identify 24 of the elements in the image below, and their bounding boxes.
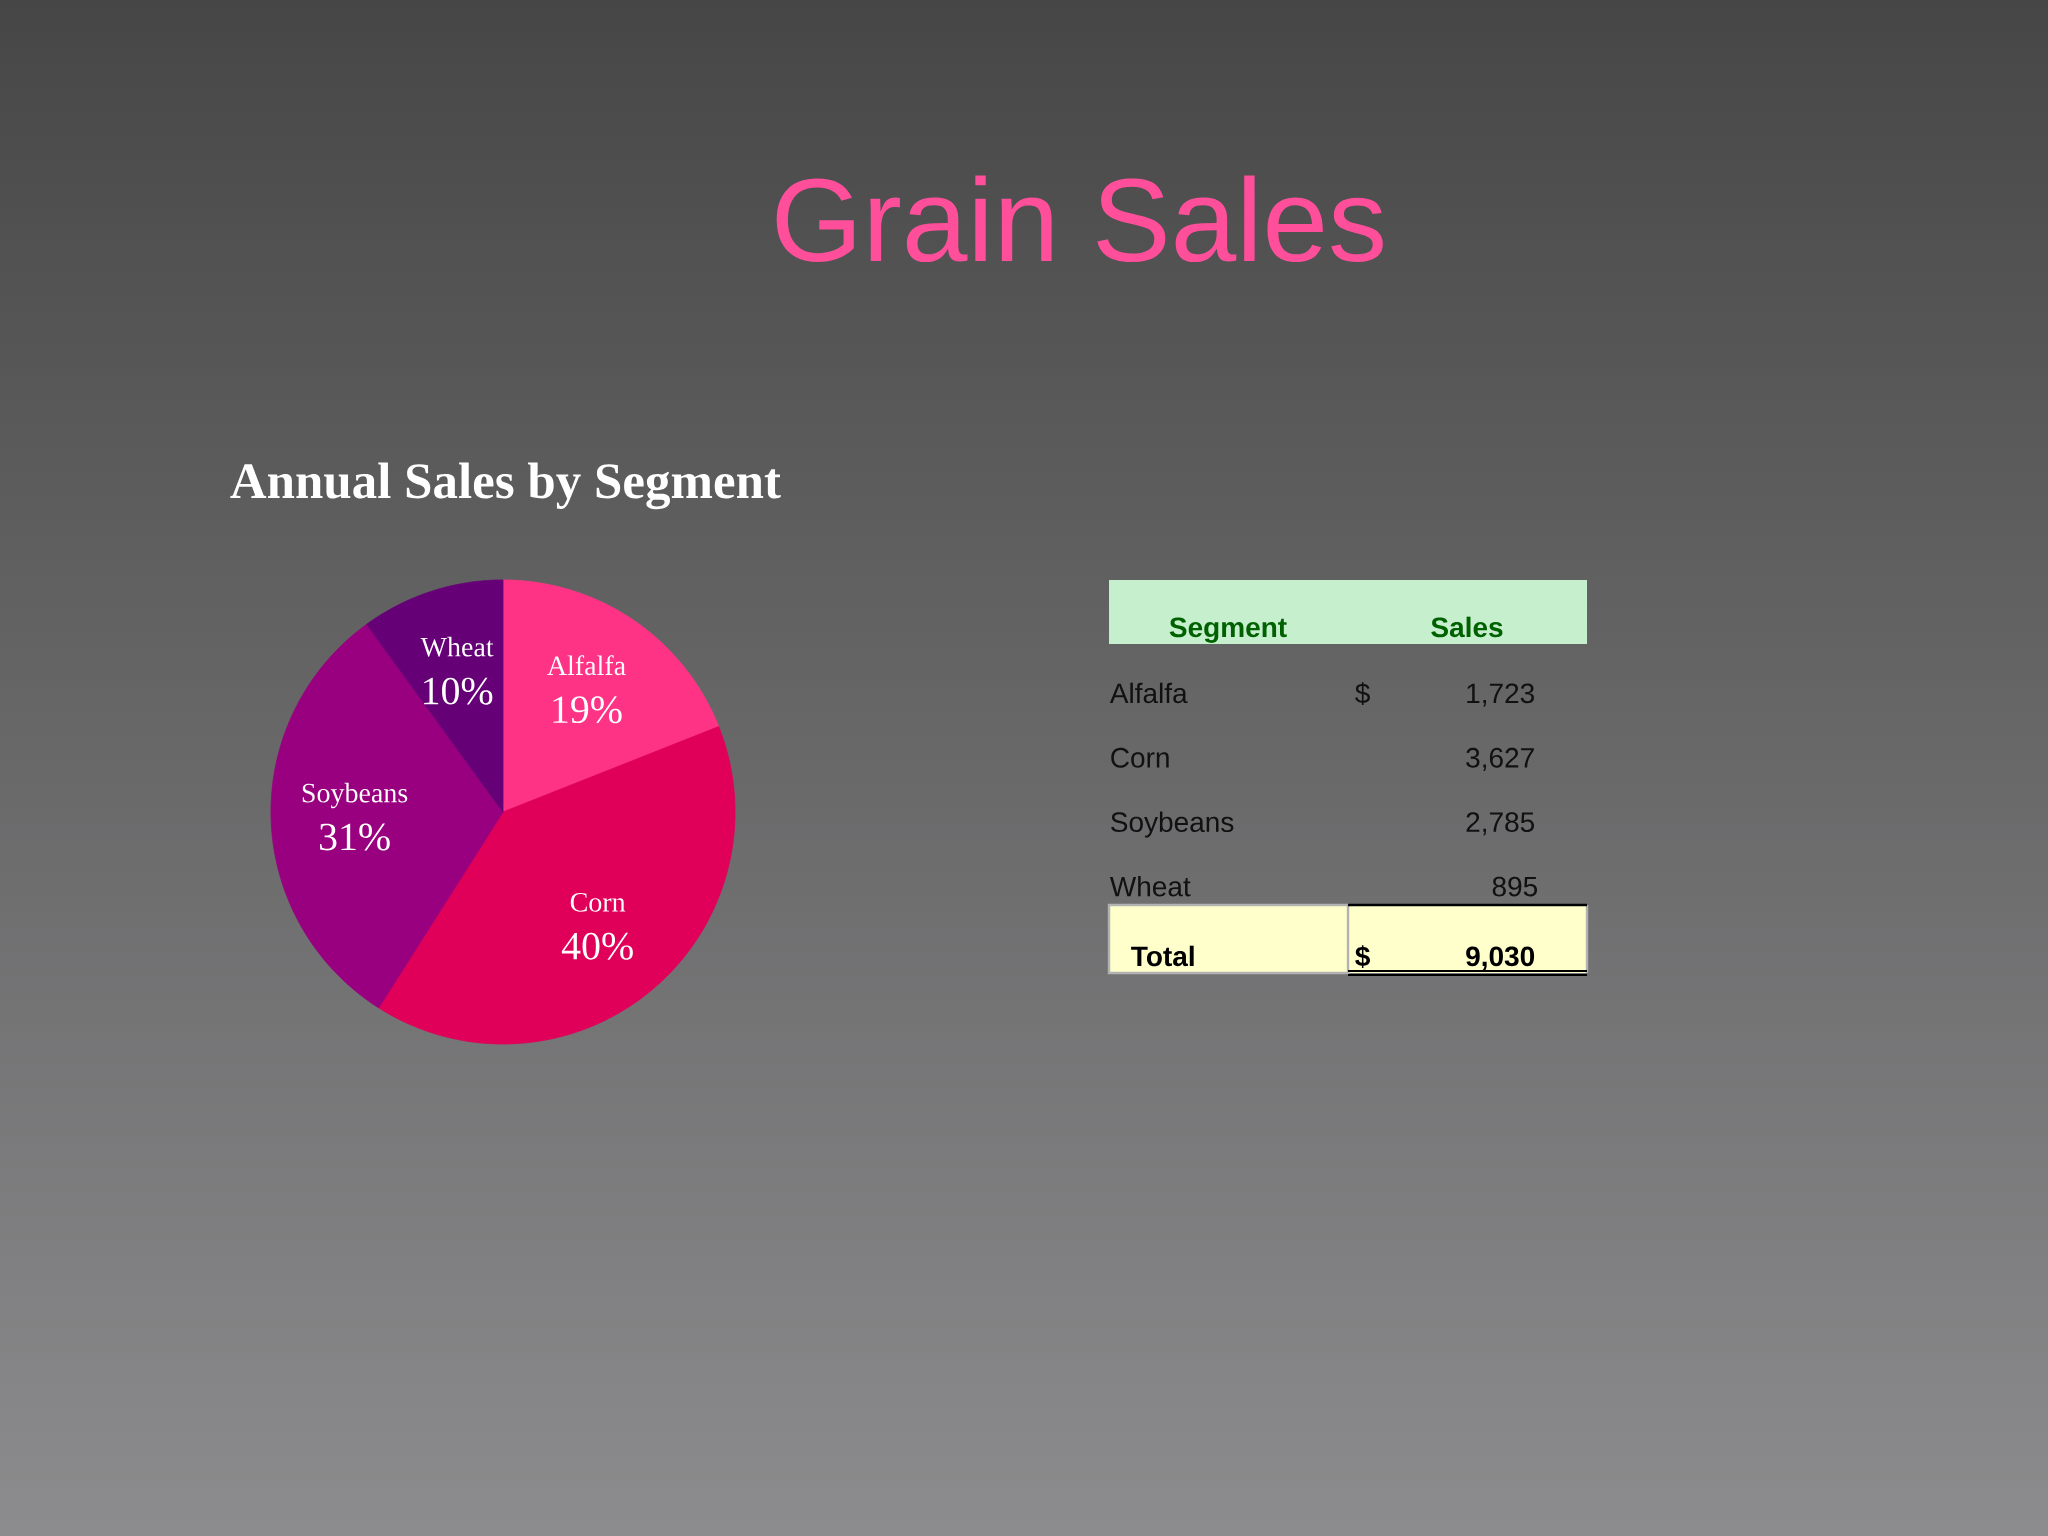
text: Sales	[1431, 616, 1503, 638]
category-label: Soybeans	[1111, 811, 1234, 838]
text: $	[1355, 682, 1370, 705]
chart-subtitle: Annual Sales by Segment	[230, 462, 781, 510]
text: $	[1355, 945, 1370, 969]
text: 9,030	[1466, 946, 1535, 971]
data-label: 31%	[320, 823, 390, 851]
slice-label: Corn	[570, 892, 626, 912]
text: Segment	[1169, 617, 1287, 643]
data-label: 10%	[424, 677, 493, 705]
text: 2,785	[1466, 812, 1535, 836]
category-label: Wheat	[1109, 875, 1191, 897]
text: 1,723	[1467, 683, 1534, 707]
text: Total	[1131, 945, 1194, 967]
text: 3,627	[1466, 747, 1534, 771]
slice-label: Wheat	[420, 636, 494, 657]
category-label: Corn	[1111, 747, 1169, 768]
data-label: 19%	[553, 696, 622, 724]
slice-label: Alfalfa	[547, 655, 626, 676]
text: Grain Sales	[776, 175, 1383, 263]
slice-label: Soybeans	[302, 782, 408, 809]
category-label: Alfalfa	[1109, 682, 1188, 704]
text: 895	[1492, 876, 1538, 897]
data-label: 40%	[561, 932, 633, 960]
